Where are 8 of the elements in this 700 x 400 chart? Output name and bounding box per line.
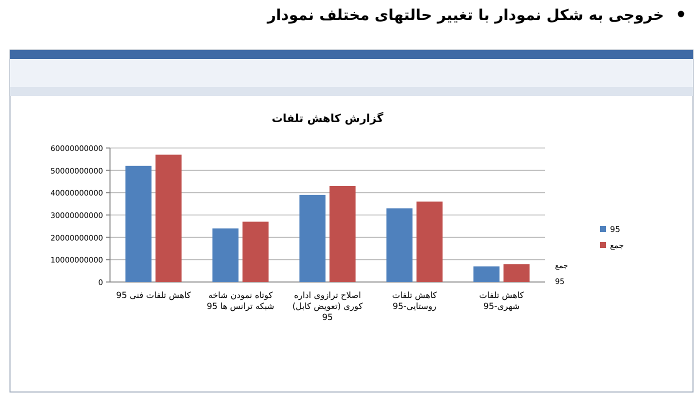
x-tick-label: کاهش تلفات شهری-95 [479,291,524,312]
title: گزارش کاهش تلفات [272,112,384,125]
x-tick-label: کاهش تلفات فنی 95 [116,291,191,301]
legend-label: جمع [610,241,624,250]
x-tick-label: کوتاه نمودن شاخه شبکه ترانس ها 95 [206,291,274,312]
annotation: خروجی به شکل نمودار با تغییر حالتهای مختلف نمودار [267,6,664,24]
legend-label: 95 [610,225,620,234]
x-tick-label: کاهش تلفات روستایی-95 [392,291,437,312]
